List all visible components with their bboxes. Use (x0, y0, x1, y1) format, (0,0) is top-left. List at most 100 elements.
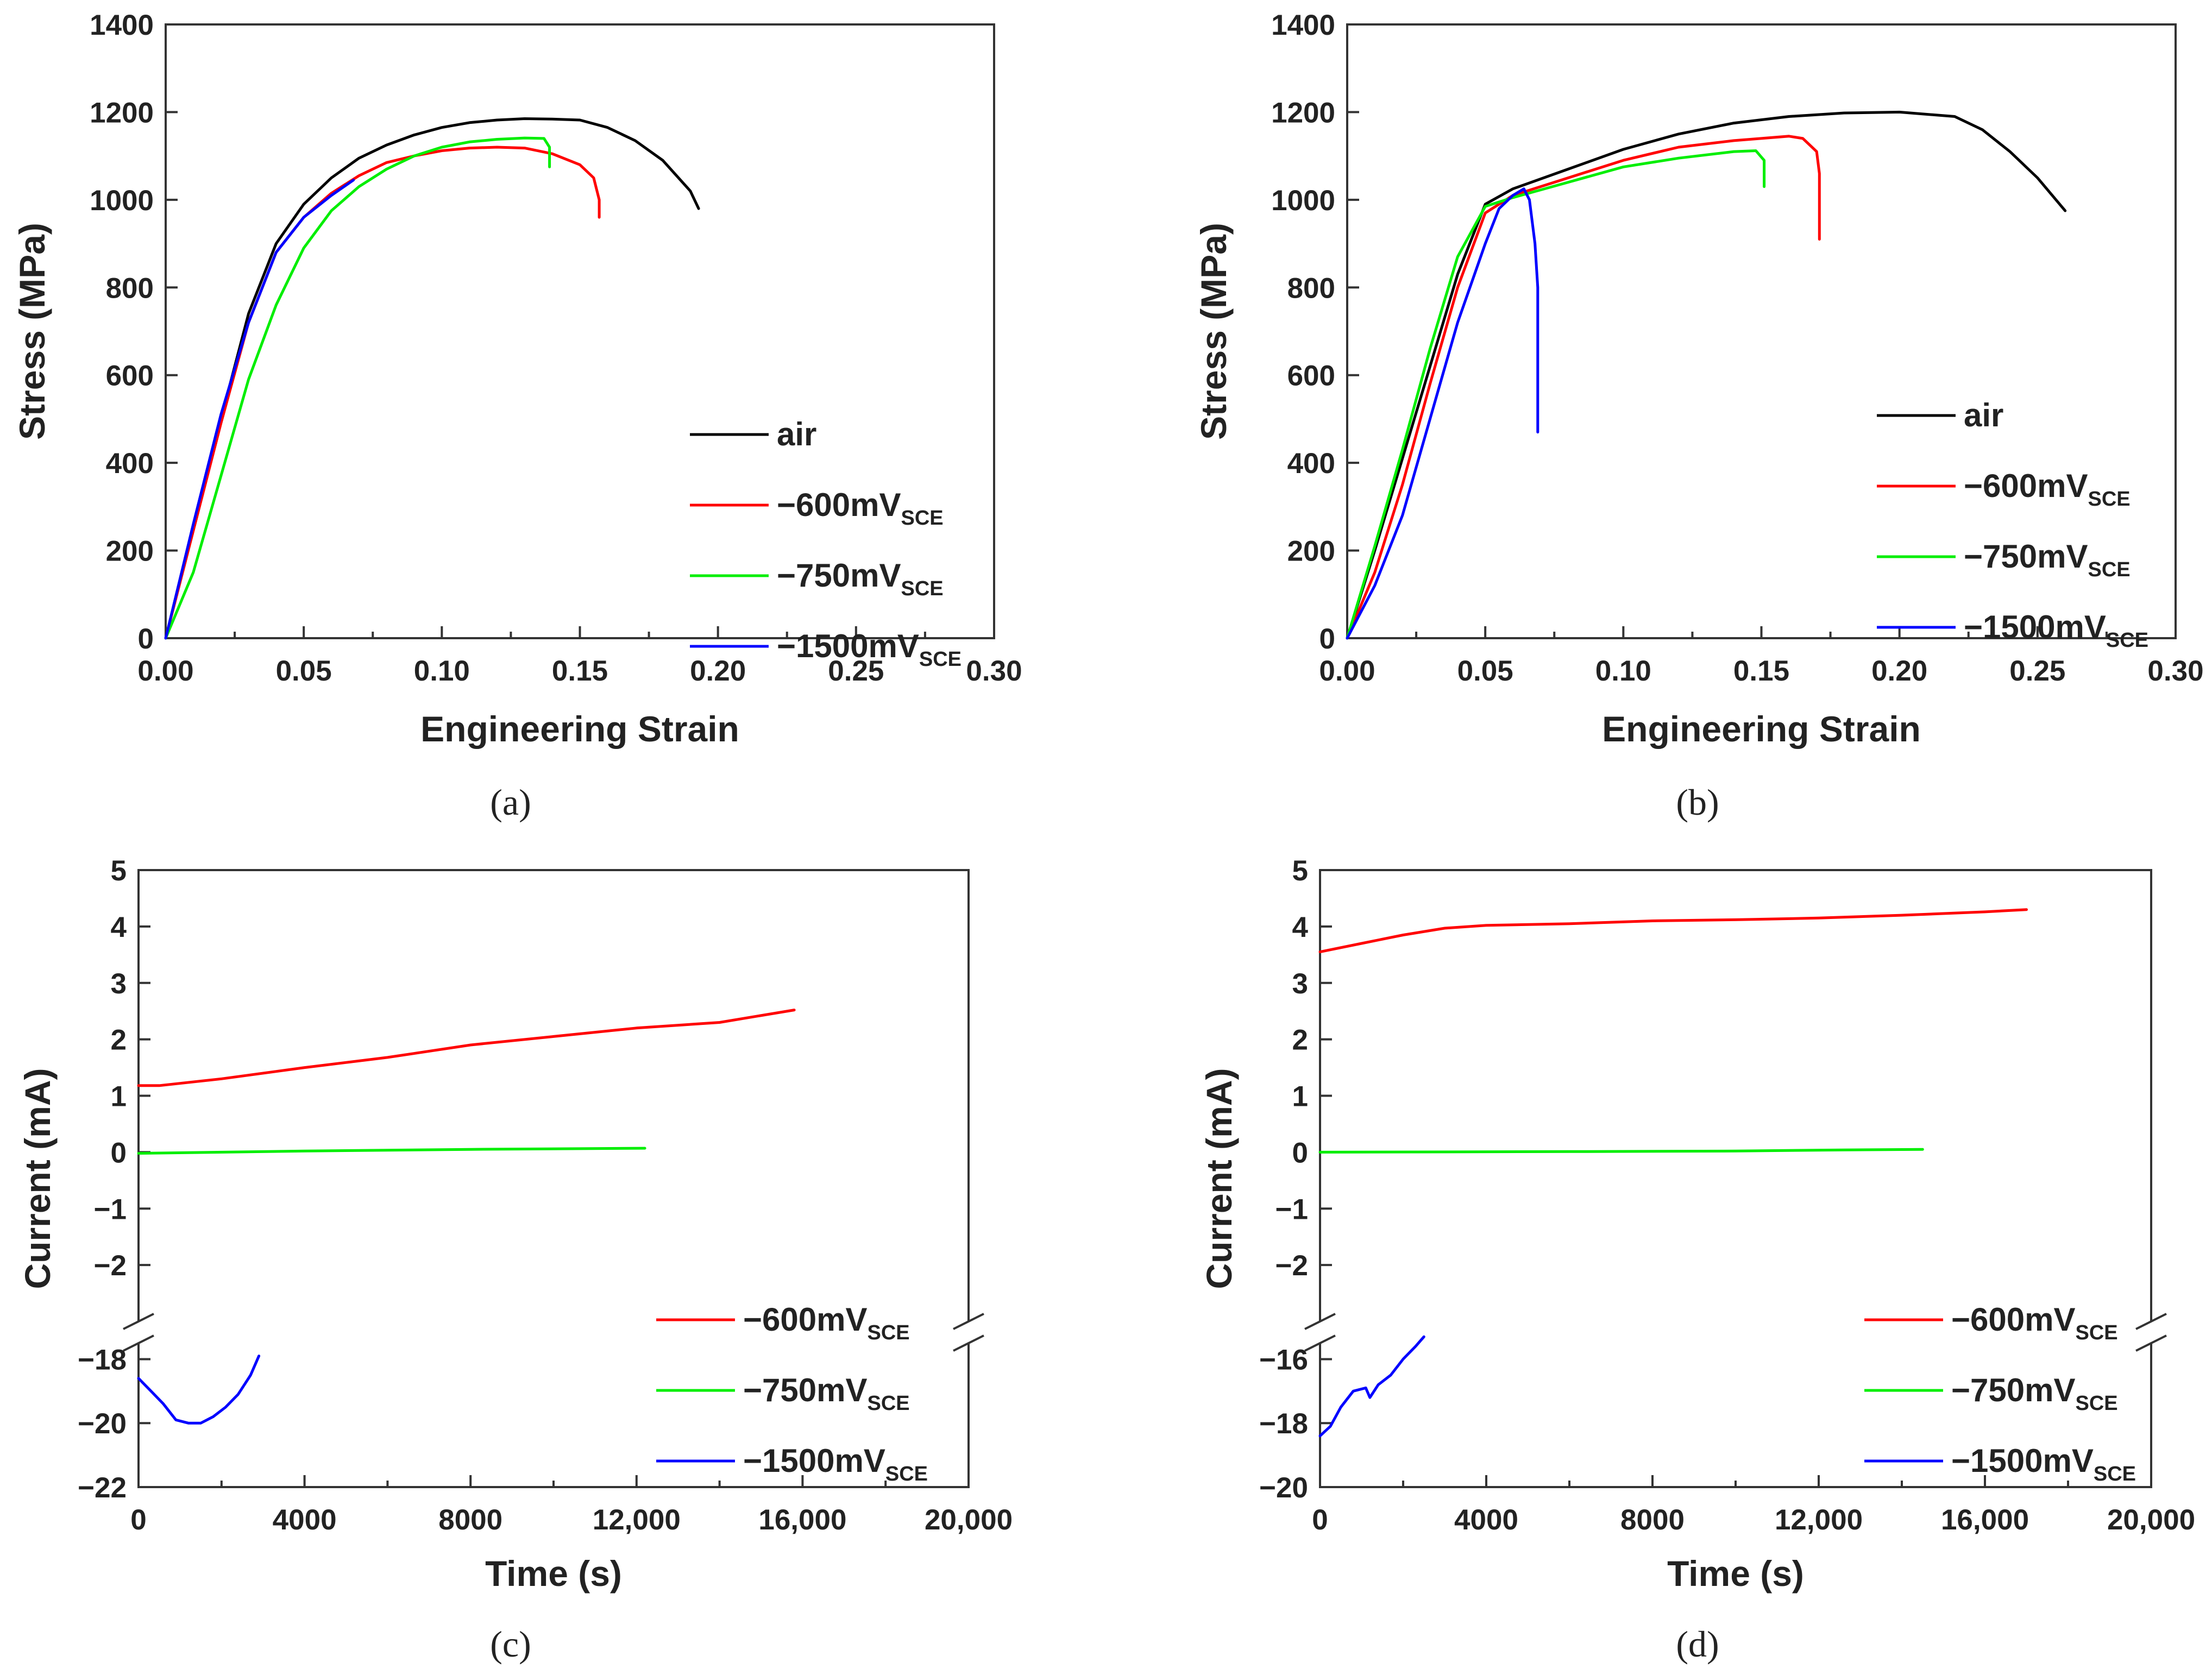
panel-c: 0 4000 8000 12,000 16,000 20,000 −2 −1 0 1 2 3 4 5 −22… (17, 855, 1013, 1665)
x-axis-title: Engineering Strain (420, 709, 739, 749)
legend-entry: −1500mVSCE (1951, 1443, 2136, 1485)
x-tick-label: 8000 (438, 1504, 502, 1536)
series-line-2 (1346, 135, 1821, 640)
y-tick-label: 4 (1292, 911, 1309, 943)
legend-label: air (777, 416, 816, 452)
y-axis-title: Stress (MPa) (12, 223, 52, 440)
legend-label: air (1964, 397, 2003, 433)
y-tick-label: 1400 (90, 9, 154, 41)
legend-subscript: SCE (2094, 1463, 2136, 1485)
axis-break-mark (1304, 1334, 1336, 1352)
y-tick-label: −18 (1259, 1408, 1308, 1440)
axis-break-mark (123, 1334, 154, 1352)
x-tick-label: 0.20 (1871, 655, 1927, 687)
y-tick-label: 400 (106, 448, 154, 480)
legend-entry: −750mVSCE (743, 1372, 910, 1415)
y-tick-label: −20 (1259, 1472, 1308, 1504)
y-tick-label: −22 (78, 1472, 127, 1504)
series-line-4 (1346, 187, 1539, 640)
y-tick-label: 600 (106, 360, 154, 392)
legend-entry: −750mVSCE (1964, 538, 2131, 581)
series-line-1 (137, 1009, 796, 1087)
y-tick-label: 800 (106, 272, 154, 304)
y-tick-label: 2 (1292, 1024, 1308, 1056)
y-tick-label: 200 (106, 536, 154, 568)
legend-entry: −750mVSCE (1951, 1372, 2118, 1415)
y-tick-label: −18 (78, 1344, 127, 1376)
y-tick-label: 1000 (1271, 185, 1335, 217)
axis-break-mark (1304, 1313, 1336, 1330)
y-tick-label: 600 (1287, 360, 1335, 392)
series-line-2 (137, 1147, 646, 1155)
legend-entry: −600mVSCE (777, 487, 944, 530)
x-tick-label: 0.15 (1733, 655, 1789, 687)
y-tick-label: −2 (1275, 1250, 1308, 1282)
y-tick-label: −1 (1275, 1193, 1308, 1225)
y-tick-label: 0 (1292, 1137, 1308, 1169)
legend-entry: air (1964, 397, 2003, 433)
y-tick-label: 4 (111, 911, 127, 943)
y-tick-label: 0 (1319, 623, 1335, 655)
legend-entry: −1500mVSCE (743, 1443, 928, 1485)
legend-subscript: SCE (885, 1463, 928, 1485)
legend-entry: −1500mVSCE (777, 628, 962, 671)
legend-entry: −1500mVSCE (1964, 609, 2148, 652)
legend-subscript: SCE (2076, 1392, 2118, 1415)
x-tick-label: 0.25 (2009, 655, 2065, 687)
legend-label: −1500mV (1964, 609, 2106, 645)
legend-label: −750mV (777, 557, 901, 594)
series-line-3 (164, 136, 551, 640)
legend-label: −600mV (1964, 468, 2088, 504)
panel-a: 0.00 0.05 0.10 0.15 0.20 0.25 0.30 0 200 400 600 80… (12, 9, 1022, 823)
y-tick-label: −20 (78, 1408, 127, 1440)
y-tick-label: −1 (94, 1193, 127, 1225)
series-line-3 (1318, 1335, 1425, 1438)
x-tick-label: 8000 (1620, 1504, 1685, 1536)
x-axis-title: Time (s) (1667, 1553, 1804, 1594)
y-tick-label: 200 (1287, 536, 1335, 568)
legend-subscript: SCE (2088, 558, 2131, 581)
y-tick-label: 1200 (1271, 97, 1335, 129)
x-tick-label: 0.05 (1457, 655, 1513, 687)
y-tick-label: 0 (138, 623, 154, 655)
legend-subscript: SCE (901, 507, 944, 530)
series-line-1 (1346, 110, 2067, 640)
y-tick-label: 1200 (90, 97, 154, 129)
panel-d: 0 4000 8000 12,000 16,000 20,000 −2 −1 0 1 2 3 4 5 −20… (1199, 855, 2195, 1665)
series-line-2 (1318, 1148, 1924, 1154)
legend-label: −750mV (1951, 1372, 2076, 1408)
legend-subscript: SCE (868, 1392, 910, 1415)
y-tick-label: 5 (1292, 855, 1308, 887)
series-line-1 (164, 117, 700, 640)
y-axis-title: Current (mA) (17, 1068, 58, 1289)
y-tick-label: 3 (111, 968, 127, 1000)
panel-b: 0.00 0.05 0.10 0.15 0.20 0.25 0.30 0 200 400 600 80… (1193, 9, 2204, 823)
x-tick-label: 16,000 (1941, 1504, 2029, 1536)
axis-break-mark (123, 1313, 154, 1330)
x-tick-label: 0.25 (828, 655, 884, 687)
legend-entry: −600mVSCE (1951, 1301, 2118, 1344)
legend-subscript: SCE (2106, 629, 2148, 652)
axis-break-mark (953, 1334, 984, 1352)
x-tick-label: 0 (130, 1504, 146, 1536)
legend-entry: −600mVSCE (1964, 468, 2131, 511)
axis-break-mark (2135, 1334, 2167, 1352)
series-line-3 (137, 1355, 261, 1425)
x-tick-label: 16,000 (758, 1504, 846, 1536)
y-axis-title: Current (mA) (1199, 1068, 1239, 1289)
y-tick-label: 1000 (90, 185, 154, 217)
series-line-4 (164, 179, 355, 640)
legend-entry: −600mVSCE (743, 1301, 910, 1344)
panel-caption: (b) (1676, 782, 1719, 823)
y-tick-label: 800 (1287, 272, 1335, 304)
x-tick-label: 12,000 (593, 1504, 681, 1536)
legend-label: −1500mV (777, 628, 919, 664)
y-tick-label: 400 (1287, 448, 1335, 480)
legend-subscript: SCE (901, 577, 944, 600)
x-tick-label: 4000 (273, 1504, 337, 1536)
x-tick-label: 0.00 (1319, 655, 1375, 687)
y-tick-label: 1 (111, 1081, 127, 1113)
panel-caption: (c) (490, 1623, 531, 1665)
y-tick-label: 2 (111, 1024, 127, 1056)
